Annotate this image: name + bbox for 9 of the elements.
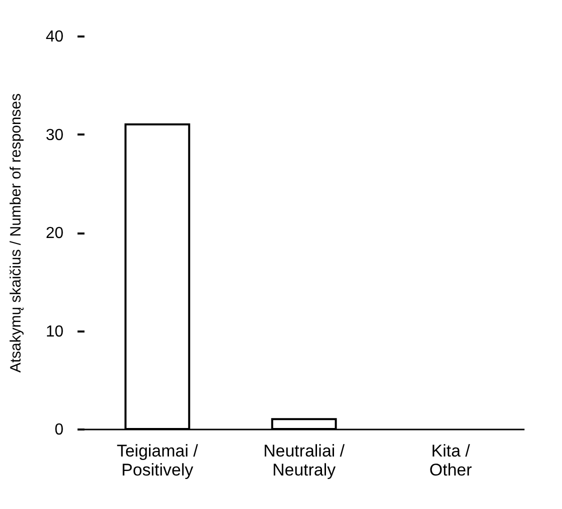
x-tick-label: Kita / Other xyxy=(429,442,472,480)
y-axis-title: Atsakymų skaičius / Number of responses xyxy=(8,93,25,373)
x-tick-label: Neutraliai / Neutraly xyxy=(263,442,345,480)
x-tick-label: Teigiamai / Positively xyxy=(116,442,198,480)
y-tick-label: 30 xyxy=(46,126,64,144)
y-tick-label: 10 xyxy=(46,323,64,340)
y-tick-label: 20 xyxy=(46,225,64,242)
y-tick-label: 0 xyxy=(54,422,64,438)
y-tick-label: 40 xyxy=(46,28,64,46)
